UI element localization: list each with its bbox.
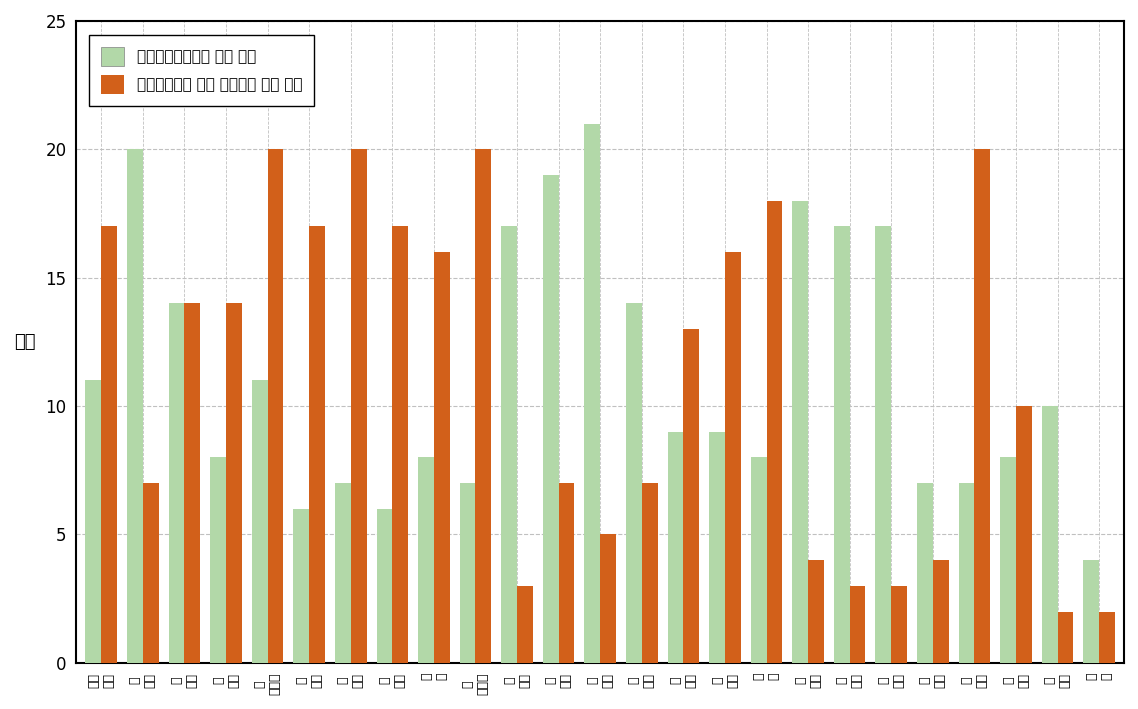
Bar bbox=[850, 586, 866, 663]
Bar bbox=[251, 381, 267, 663]
Bar bbox=[168, 303, 184, 663]
Bar bbox=[834, 226, 850, 663]
Bar bbox=[668, 432, 684, 663]
Bar bbox=[958, 483, 974, 663]
Bar bbox=[351, 150, 366, 663]
Bar bbox=[211, 457, 226, 663]
Bar bbox=[127, 150, 143, 663]
Bar bbox=[709, 432, 725, 663]
Bar bbox=[1083, 560, 1099, 663]
Bar bbox=[585, 123, 600, 663]
Bar bbox=[875, 226, 891, 663]
Bar bbox=[767, 201, 782, 663]
Bar bbox=[85, 381, 101, 663]
Bar bbox=[1041, 406, 1057, 663]
Bar bbox=[933, 560, 949, 663]
Bar bbox=[335, 483, 351, 663]
Bar bbox=[751, 457, 767, 663]
Bar bbox=[226, 303, 241, 663]
Bar bbox=[974, 150, 990, 663]
Bar bbox=[1057, 612, 1073, 663]
Bar bbox=[684, 329, 699, 663]
Bar bbox=[559, 483, 575, 663]
Bar bbox=[626, 303, 642, 663]
Bar bbox=[143, 483, 158, 663]
Bar bbox=[184, 303, 200, 663]
Bar bbox=[792, 201, 808, 663]
Bar bbox=[476, 150, 492, 663]
Bar bbox=[434, 252, 450, 663]
Y-axis label: 햇수: 햇수 bbox=[14, 333, 35, 351]
Bar bbox=[460, 483, 476, 663]
Bar bbox=[1000, 457, 1016, 663]
Bar bbox=[917, 483, 933, 663]
Bar bbox=[377, 509, 393, 663]
Bar bbox=[267, 150, 283, 663]
Bar bbox=[891, 586, 907, 663]
Bar bbox=[393, 226, 409, 663]
Bar bbox=[642, 483, 658, 663]
Bar bbox=[418, 457, 434, 663]
Bar bbox=[517, 586, 533, 663]
Bar bbox=[600, 535, 616, 663]
Legend: 안전출수한계기가 빠른 햇수, 등숙적산온도 기준 출수기가 빠른 햇수: 안전출수한계기가 빠른 햇수, 등숙적산온도 기준 출수기가 빠른 햇수 bbox=[89, 35, 314, 106]
Bar bbox=[725, 252, 741, 663]
Bar bbox=[501, 226, 517, 663]
Bar bbox=[543, 175, 559, 663]
Bar bbox=[1016, 406, 1032, 663]
Bar bbox=[294, 509, 310, 663]
Bar bbox=[808, 560, 824, 663]
Bar bbox=[310, 226, 325, 663]
Bar bbox=[1099, 612, 1115, 663]
Bar bbox=[101, 226, 117, 663]
